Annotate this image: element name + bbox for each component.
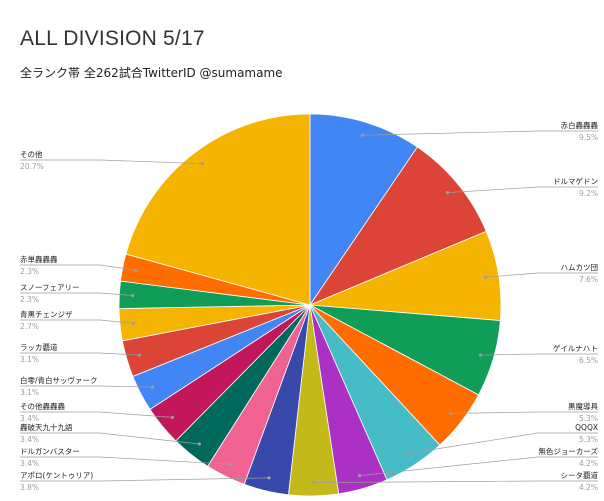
slice-percent: 3.8% (20, 483, 39, 492)
slice-percent: 3.1% (20, 388, 39, 397)
slice-label: アポロ(ケントゥリア) (20, 471, 93, 480)
label-leader-line (20, 292, 133, 296)
slice-label: 無色ジョーカーズ (538, 446, 598, 456)
label-leader-line (485, 272, 598, 278)
slice-label: スノーフェアリー (20, 283, 80, 292)
label-leader-line (20, 385, 153, 388)
slice-percent: 7.6% (579, 275, 598, 284)
slice-label: その他 (20, 149, 43, 159)
label-leader-line (407, 432, 598, 454)
slice-percent: 5.3% (579, 414, 598, 423)
slice-label: 青黒チェンジザ (20, 309, 73, 319)
label-leader-line (20, 456, 232, 465)
slice-percent: 5.3% (579, 435, 598, 444)
slice-percent: 6.5% (579, 356, 598, 365)
slice-label: ドルマゲドン (553, 177, 598, 186)
slice-percent: 3.4% (20, 459, 39, 468)
slice-label: QQQX (575, 423, 598, 432)
slice-label: 赤単轟轟轟 (20, 254, 58, 264)
slice-label: シータ覇道 (561, 470, 599, 480)
slice-label: 轟破天九十九語 (20, 422, 73, 432)
slice-percent: 3.4% (20, 435, 39, 444)
chart-subtitle: 全ランク帯 全262試合TwitterID @sumamame (20, 66, 283, 80)
pie-labels: 赤白轟轟轟 9.5% ドルマゲドン 9.2% ハムカツ団 7.6% ゲイルナハト 6.5% 黒魔… (20, 120, 598, 492)
slice-percent: 9.5% (579, 133, 598, 142)
slice-percent: 2.3% (20, 267, 39, 276)
slice-label: 白零/青白サッヴァーク (20, 375, 98, 385)
slice-percent: 20.7% (20, 162, 44, 171)
slice-label: ドルガンバスター (20, 446, 80, 456)
label-leader-line (20, 432, 200, 445)
slice-percent: 3.4% (20, 414, 39, 423)
label-leader-line (450, 411, 598, 414)
pie-slice (309, 113, 418, 307)
label-leader-line (20, 352, 140, 356)
slice-label: 赤白轟轟轟 (561, 120, 599, 130)
label-leader-line (20, 264, 136, 271)
slice-percent: 3.1% (20, 355, 39, 364)
slice-label: ハムカツ団 (561, 263, 599, 272)
pie-slice (125, 113, 311, 306)
label-leader-line (447, 186, 598, 193)
label-leader-line (313, 480, 598, 483)
slice-label: 黒魔導具 (568, 401, 598, 411)
pie-slice (308, 146, 487, 306)
label-leader-line (362, 130, 598, 136)
label-leader-line (20, 319, 134, 324)
label-leader-line (359, 456, 598, 476)
slice-label: その他轟轟轟 (20, 401, 65, 411)
slice-percent: 4.2% (579, 483, 598, 492)
label-leader-line (20, 411, 173, 418)
chart-title: ALL DIVISION 5/17 (20, 27, 205, 50)
label-leader-line (20, 477, 270, 482)
label-leader-line (20, 159, 203, 164)
label-leader-line (480, 353, 598, 356)
slice-percent: 2.7% (20, 322, 39, 331)
slice-percent: 4.2% (579, 459, 598, 468)
slice-percent: 9.2% (579, 189, 598, 198)
pie-slices (118, 113, 502, 497)
slice-label: ラッカ覇道 (20, 342, 58, 352)
slice-label: ゲイルナハト (553, 344, 598, 353)
slice-percent: 2.3% (20, 295, 39, 304)
